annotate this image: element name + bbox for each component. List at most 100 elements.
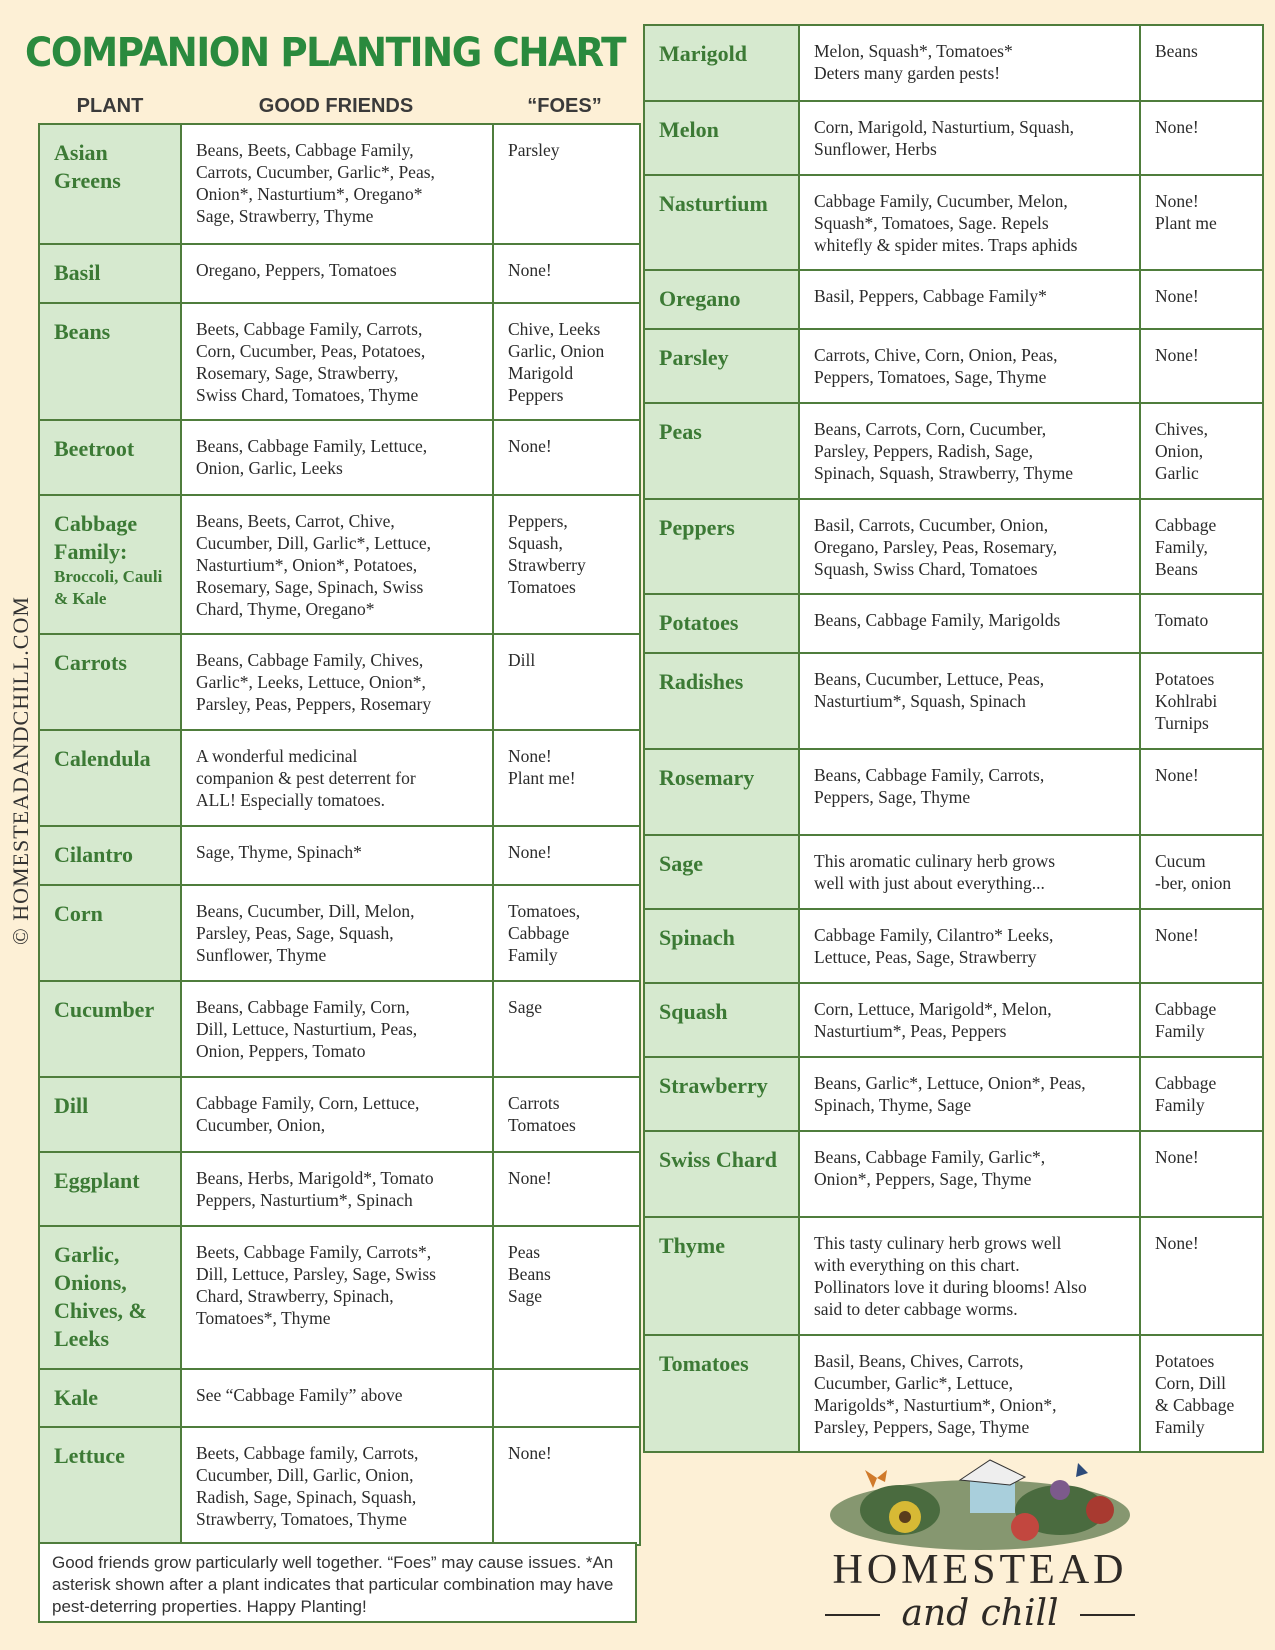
foes-cell: None! xyxy=(1155,925,1199,945)
good-friends-cell: Melon, Squash*, Tomatoes* Deters many ga… xyxy=(800,26,1141,100)
plant-label: Beetroot xyxy=(54,436,135,461)
homestead-and-chill-logo: HOMESTEAD and chill xyxy=(825,1459,1135,1634)
foes-cell: Cucum -ber, onion xyxy=(1155,851,1232,893)
plant-label: Beans xyxy=(54,319,111,344)
foes-cell: None! xyxy=(508,436,552,456)
good-friends-cell: Beans, Cabbage Family, Carrots, Peppers,… xyxy=(800,750,1141,834)
plant-name: Rosemary xyxy=(645,750,800,834)
foes-cell: None! xyxy=(508,260,552,280)
plant-name: Oregano xyxy=(645,271,800,328)
good-friends-cell: Beans, Cabbage Family, Marigolds xyxy=(800,595,1141,652)
good-friends-cell: Corn, Marigold, Nasturtium, Squash, Sunf… xyxy=(800,102,1141,174)
foes-cell: None! xyxy=(1155,765,1199,785)
good-friends-cell: Beans, Cucumber, Dill, Melon, Parsley, P… xyxy=(182,886,494,980)
plant-name: Peppers xyxy=(645,500,800,593)
table-row: Sage This aromatic culinary herb grows we… xyxy=(645,834,1262,908)
table-row: Peppers Basil, Carrots, Cucumber, Onion, … xyxy=(645,498,1262,593)
table-row: Squash Corn, Lettuce, Marigold*, Melon, N… xyxy=(645,982,1262,1056)
foes-cell: Cabbage Family xyxy=(1155,1073,1217,1115)
footer-note: Good friends grow particularly well toge… xyxy=(38,1542,637,1623)
good-friends-cell: Corn, Lettuce, Marigold*, Melon, Nasturt… xyxy=(800,984,1141,1056)
good-friends-cell: See “Cabbage Family” above xyxy=(182,1370,494,1426)
plant-name: Potatoes xyxy=(645,595,800,652)
plant-name: Nasturtium xyxy=(645,176,800,269)
good-friends-cell: Beans, Cabbage Family, Corn, Dill, Lettu… xyxy=(182,982,494,1076)
table-row: Oregano Basil, Peppers, Cabbage Family* No… xyxy=(645,269,1262,328)
plant-label: Thyme xyxy=(659,1233,725,1258)
plant-name: Garlic, Onions, Chives, & Leeks xyxy=(40,1227,182,1368)
plant-name: Eggplant xyxy=(40,1153,182,1225)
foes-cell: None! Plant me xyxy=(1155,191,1217,233)
foes-cell: Tomatoes, Cabbage Family xyxy=(508,901,581,965)
foes-cell: Dill xyxy=(508,650,536,670)
good-friends-cell: Beets, Cabbage Family, Carrots, Corn, Cu… xyxy=(182,304,494,419)
plant-name: Strawberry xyxy=(645,1058,800,1130)
table-row: Nasturtium Cabbage Family, Cucumber, Melo… xyxy=(645,174,1262,269)
plant-label: Parsley xyxy=(659,345,729,370)
table-row: Calendula A wonderful medicinal companion… xyxy=(40,729,639,825)
foes-cell: None! xyxy=(508,1443,552,1463)
foes-cell: None! xyxy=(1155,117,1199,137)
plant-name: Parsley xyxy=(645,330,800,402)
plant-label: Kale xyxy=(54,1385,98,1410)
table-row: Strawberry Beans, Garlic*, Lettuce, Onion… xyxy=(645,1056,1262,1130)
plant-name: Squash xyxy=(645,984,800,1056)
plant-label: Cilantro xyxy=(54,842,134,867)
table-row: Swiss Chard Beans, Cabbage Family, Garlic… xyxy=(645,1130,1262,1216)
plant-name: Beans xyxy=(40,304,182,419)
good-friends-cell: Cabbage Family, Corn, Lettuce, Cucumber,… xyxy=(182,1078,494,1151)
foes-cell: Tomato xyxy=(1155,610,1209,630)
plant-name: Peas xyxy=(645,404,800,498)
good-friends-cell: Cabbage Family, Cilantro* Leeks, Lettuce… xyxy=(800,910,1141,982)
table-row: Corn Beans, Cucumber, Dill, Melon, Parsle… xyxy=(40,884,639,980)
good-friends-cell: A wonderful medicinal companion & pest d… xyxy=(182,731,494,825)
foes-cell: Peas Beans Sage xyxy=(508,1242,551,1306)
plant-label: Peppers xyxy=(659,515,735,540)
plant-label: Marigold xyxy=(659,41,747,66)
plant-label: Basil xyxy=(54,260,101,285)
foes-cell xyxy=(494,1370,639,1426)
plant-label: Swiss Chard xyxy=(659,1147,777,1172)
table-row: Beetroot Beans, Cabbage Family, Lettuce, … xyxy=(40,419,639,494)
foes-cell: Cabbage Family, Beans xyxy=(1155,515,1217,579)
plant-label: Asian Greens xyxy=(54,140,121,193)
plant-label: Squash xyxy=(659,999,728,1024)
good-friends-cell: Beans, Cabbage Family, Garlic*, Onion*, … xyxy=(800,1132,1141,1216)
logo-homestead-text: HOMESTEAD xyxy=(833,1547,1128,1593)
header-plant: PLANT xyxy=(76,95,144,117)
plant-label: Spinach xyxy=(659,925,735,950)
foes-cell: Potatoes Kohlrabi Turnips xyxy=(1155,669,1218,733)
plant-label: Calendula xyxy=(54,746,151,771)
foes-cell: Carrots Tomatoes xyxy=(508,1093,576,1135)
good-friends-cell: Basil, Carrots, Cucumber, Onion, Oregano… xyxy=(800,500,1141,593)
foes-cell: Chive, Leeks Garlic, Onion Marigold Pepp… xyxy=(508,319,605,405)
table-row: Rosemary Beans, Cabbage Family, Carrots, … xyxy=(645,748,1262,834)
good-friends-cell: Basil, Peppers, Cabbage Family* xyxy=(800,271,1141,328)
plant-name: Radishes xyxy=(645,654,800,748)
table-row: Radishes Beans, Cucumber, Lettuce, Peas, … xyxy=(645,652,1262,748)
table-row: Potatoes Beans, Cabbage Family, Marigolds… xyxy=(645,593,1262,652)
plant-name: Melon xyxy=(645,102,800,174)
good-friends-cell: This tasty culinary herb grows well with… xyxy=(800,1218,1141,1334)
good-friends-cell: Beans, Cabbage Family, Chives, Garlic*, … xyxy=(182,635,494,729)
plant-label: Cucumber xyxy=(54,997,155,1022)
table-row: Eggplant Beans, Herbs, Marigold*, Tomato … xyxy=(40,1151,639,1225)
good-friends-cell: Beans, Carrots, Corn, Cucumber, Parsley,… xyxy=(800,404,1141,498)
table-row: Melon Corn, Marigold, Nasturtium, Squash,… xyxy=(645,100,1262,174)
plant-label: Radishes xyxy=(659,669,744,694)
good-friends-cell: Beans, Cabbage Family, Lettuce, Onion, G… xyxy=(182,421,494,494)
table-row: Basil Oregano, Peppers, Tomatoes None! xyxy=(40,243,639,302)
plant-label: Carrots xyxy=(54,650,127,675)
plant-name: Swiss Chard xyxy=(645,1132,800,1216)
good-friends-cell: Basil, Beans, Chives, Carrots, Cucumber,… xyxy=(800,1336,1141,1451)
table-row: Peas Beans, Carrots, Corn, Cucumber, Pars… xyxy=(645,402,1262,498)
plant-name: Spinach xyxy=(645,910,800,982)
foes-cell: None! xyxy=(508,1168,552,1188)
good-friends-cell: Beans, Cucumber, Lettuce, Peas, Nasturti… xyxy=(800,654,1141,748)
plant-label: Eggplant xyxy=(54,1168,140,1193)
table-row: Carrots Beans, Cabbage Family, Chives, Ga… xyxy=(40,633,639,729)
foes-cell: Potatoes Corn, Dill & Cabbage Family xyxy=(1155,1351,1235,1437)
good-friends-cell: Beans, Herbs, Marigold*, Tomato Peppers,… xyxy=(182,1153,494,1225)
plant-label: Rosemary xyxy=(659,765,755,790)
plant-label: Lettuce xyxy=(54,1443,125,1468)
